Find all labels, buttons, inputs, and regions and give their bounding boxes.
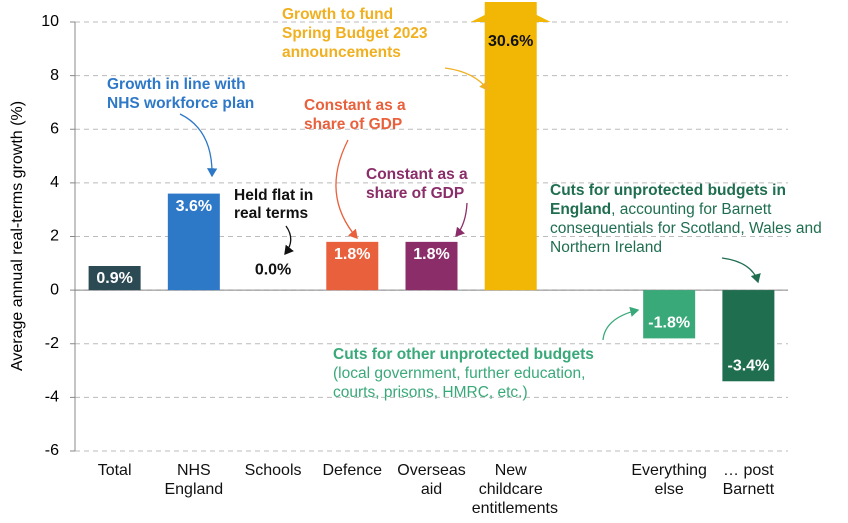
annotation-text: share of GDP	[304, 116, 402, 133]
y-tick-label: -2	[45, 335, 59, 352]
y-tick-label: 10	[41, 13, 59, 30]
y-tick-label: 4	[50, 174, 59, 191]
x-tick-label: Schools	[244, 462, 302, 479]
annotation-arrow	[455, 202, 468, 237]
annotation-text: Held flat in	[234, 187, 313, 204]
bar	[722, 290, 775, 382]
annotation-text: England, accounting for Barnett	[550, 201, 772, 218]
annotation-arrow	[335, 139, 358, 239]
annotation-text: England	[550, 201, 611, 218]
annotation-arrow	[284, 225, 294, 256]
bar	[484, 2, 537, 291]
annotation-text: real terms	[234, 205, 308, 222]
bar	[88, 265, 141, 291]
annotation: Held flat in real terms	[234, 187, 313, 256]
annotation-text: announcements	[282, 44, 401, 61]
value-label: 0.0%	[255, 261, 291, 278]
bar	[405, 241, 458, 291]
value-label: -3.4%	[727, 358, 769, 375]
annotation: Cuts for other unprotected budgets (loca…	[333, 306, 640, 401]
y-tick-label: -4	[45, 389, 59, 406]
x-tick-label: Defence	[322, 462, 383, 479]
annotation-text: Northern Ireland	[550, 239, 662, 256]
y-tick-label: -6	[45, 442, 59, 459]
annotation: Constant as a share of GDP	[366, 166, 468, 237]
annotation-arrow	[721, 257, 761, 284]
x-tick-label: NHS England	[164, 462, 224, 498]
value-label: 30.6%	[488, 33, 533, 50]
bar	[326, 241, 379, 291]
annotation-text: consequentials for Scotland, Wales and	[550, 220, 822, 237]
y-tick-label: 6	[50, 120, 59, 137]
annotation-text: share of GDP	[366, 185, 464, 202]
bars	[88, 2, 775, 382]
annotation-text: Spring Budget 2023	[282, 25, 428, 42]
y-tick-label: 0	[50, 281, 59, 298]
bar-arrowhead	[470, 2, 551, 22]
annotation-arrow	[179, 113, 218, 178]
annotation-text: Growth in line with	[107, 76, 246, 93]
annotation-text: NHS workforce plan	[107, 95, 254, 112]
annotation: Growth in line with NHS workforce plan	[107, 76, 254, 178]
value-label: -1.8%	[648, 315, 690, 332]
annotation-arrow	[444, 67, 489, 92]
plot: -6 -4 -2 0 2 4 6 8 10 0.9% 3.6% 0.0% 1.8% 1.8% 30.6% -1…	[41, 2, 788, 459]
annotation-text: Cuts for unprotected budgets in	[550, 182, 786, 199]
x-tick-label: Total	[97, 462, 132, 479]
bar	[167, 193, 220, 291]
y-axis-label: Average annual real-terms growth (%)	[9, 101, 26, 371]
value-label: 3.6%	[176, 198, 212, 215]
value-label: 1.8%	[334, 246, 370, 263]
annotation-arrow	[602, 306, 640, 341]
x-tick-label: … post Barnett	[722, 462, 775, 498]
bar	[643, 290, 696, 339]
annotation-text: Constant as a	[366, 166, 468, 183]
annotation-text: (local government, further education,	[333, 365, 585, 382]
annotation-text: Cuts for other unprotected budgets	[333, 346, 594, 363]
x-tick-label: New childcare entitlements	[471, 462, 558, 517]
x-tick-label: Overseas aid	[397, 462, 466, 498]
annotation: Cuts for unprotected budgets in England,…	[550, 182, 822, 284]
x-tick-label: Everything else	[631, 462, 707, 498]
annotation-text: Growth to fund	[282, 6, 393, 23]
annotation-text: Constant as a	[304, 97, 406, 114]
y-tick-label: 2	[50, 228, 59, 245]
annotation-text: courts, prisons, HMRC, etc.)	[333, 384, 528, 401]
annotation-text: , accounting for Barnett	[611, 201, 772, 218]
y-tick-label: 8	[50, 67, 59, 84]
annotation: Growth to fund Spring Budget 2023 announ…	[282, 6, 489, 92]
value-label: 0.9%	[96, 270, 132, 287]
value-label: 1.8%	[413, 246, 449, 263]
annotation: Constant as a share of GDP	[304, 97, 406, 239]
